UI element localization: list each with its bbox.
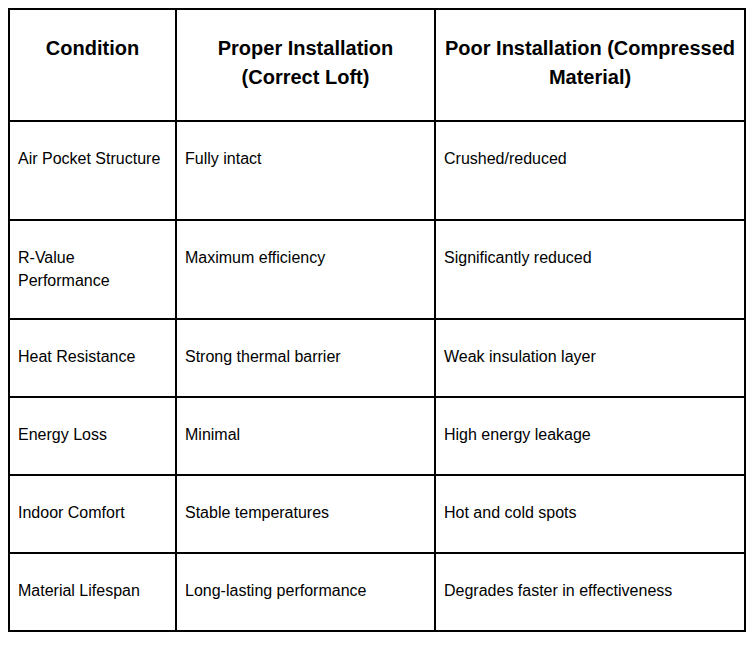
cell-proper: Maximum efficiency (176, 220, 435, 319)
cell-condition: Heat Resistance (9, 319, 176, 397)
cell-condition: R-Value Performance (9, 220, 176, 319)
cell-condition: Material Lifespan (9, 553, 176, 631)
column-header-poor-installation: Poor Installation (Compressed Material) (435, 9, 745, 121)
cell-condition: Energy Loss (9, 397, 176, 475)
table-row-indoor-comfort: Indoor Comfort Stable temperatures Hot a… (9, 475, 745, 553)
document-page: Condition Proper Installation (Correct L… (0, 0, 752, 647)
cell-proper: Strong thermal barrier (176, 319, 435, 397)
table-row-r-value-performance: R-Value Performance Maximum efficiency S… (9, 220, 745, 319)
table-row-air-pocket-structure: Air Pocket Structure Fully intact Crushe… (9, 121, 745, 220)
cell-poor: Degrades faster in effectiveness (435, 553, 745, 631)
cell-proper: Stable temperatures (176, 475, 435, 553)
header-row: Condition Proper Installation (Correct L… (9, 9, 745, 121)
column-header-condition: Condition (9, 9, 176, 121)
cell-poor: High energy leakage (435, 397, 745, 475)
cell-poor: Crushed/reduced (435, 121, 745, 220)
cell-poor: Weak insulation layer (435, 319, 745, 397)
table-row-energy-loss: Energy Loss Minimal High energy leakage (9, 397, 745, 475)
column-header-proper-installation: Proper Installation (Correct Loft) (176, 9, 435, 121)
cell-poor: Hot and cold spots (435, 475, 745, 553)
cell-proper: Long-lasting performance (176, 553, 435, 631)
cell-condition: Air Pocket Structure (9, 121, 176, 220)
table-row-heat-resistance: Heat Resistance Strong thermal barrier W… (9, 319, 745, 397)
cell-proper: Minimal (176, 397, 435, 475)
cell-poor: Significantly reduced (435, 220, 745, 319)
cell-condition: Indoor Comfort (9, 475, 176, 553)
table-row-material-lifespan: Material Lifespan Long-lasting performan… (9, 553, 745, 631)
comparison-table: Condition Proper Installation (Correct L… (8, 8, 746, 632)
cell-proper: Fully intact (176, 121, 435, 220)
